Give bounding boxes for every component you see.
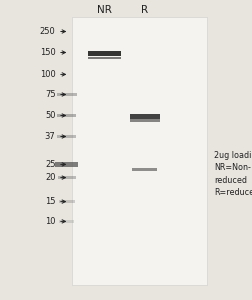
FancyBboxPatch shape — [58, 176, 76, 179]
Text: 100: 100 — [40, 70, 55, 79]
FancyBboxPatch shape — [132, 168, 158, 171]
FancyBboxPatch shape — [57, 135, 76, 138]
Text: 37: 37 — [45, 132, 55, 141]
Text: 150: 150 — [40, 48, 55, 57]
FancyBboxPatch shape — [130, 119, 160, 122]
Text: 250: 250 — [40, 27, 55, 36]
FancyBboxPatch shape — [72, 16, 207, 285]
Text: 50: 50 — [45, 111, 55, 120]
Text: 10: 10 — [45, 217, 55, 226]
Text: 75: 75 — [45, 90, 55, 99]
Text: 25: 25 — [45, 160, 55, 169]
FancyBboxPatch shape — [58, 200, 75, 203]
FancyBboxPatch shape — [88, 56, 121, 59]
Text: NR: NR — [97, 5, 112, 15]
Text: 15: 15 — [45, 197, 55, 206]
Text: R: R — [141, 5, 148, 15]
FancyBboxPatch shape — [130, 114, 160, 118]
FancyBboxPatch shape — [55, 162, 78, 167]
Text: 20: 20 — [45, 173, 55, 182]
FancyBboxPatch shape — [57, 114, 76, 117]
FancyBboxPatch shape — [57, 93, 77, 96]
Text: 2ug loading
NR=Non-
reduced
R=reduced: 2ug loading NR=Non- reduced R=reduced — [214, 151, 252, 197]
FancyBboxPatch shape — [88, 51, 121, 56]
FancyBboxPatch shape — [59, 220, 74, 223]
